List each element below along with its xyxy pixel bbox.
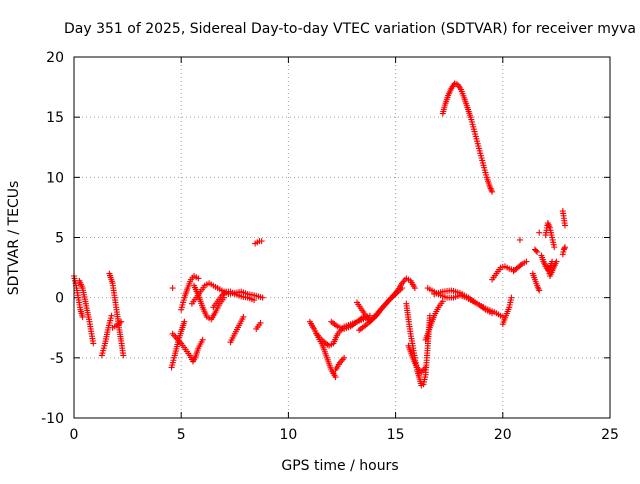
series-arc-3 bbox=[98, 312, 115, 359]
data-point bbox=[240, 313, 247, 320]
series-arc-26 bbox=[431, 287, 506, 320]
x-tick-label: 0 bbox=[70, 427, 79, 443]
series-arc-4 bbox=[106, 270, 127, 359]
x-tick-label: 15 bbox=[387, 427, 405, 443]
series-arc-38 bbox=[559, 208, 568, 229]
x-tick-label: 5 bbox=[177, 427, 186, 443]
y-tick-label: 20 bbox=[46, 50, 64, 66]
data-point bbox=[551, 244, 558, 251]
data-point bbox=[169, 285, 176, 292]
series-arc-39 bbox=[559, 244, 568, 258]
series-arc-8 bbox=[169, 330, 206, 365]
plot-frame bbox=[73, 56, 611, 419]
grid bbox=[74, 57, 610, 418]
series-arc-16 bbox=[306, 318, 339, 381]
data-point bbox=[422, 364, 429, 371]
series-arc-37 bbox=[544, 258, 560, 280]
data-point bbox=[199, 336, 206, 343]
series-arc-17 bbox=[332, 354, 348, 373]
data-point bbox=[411, 285, 418, 292]
data-point bbox=[508, 294, 515, 301]
data-point bbox=[439, 298, 446, 305]
data-point bbox=[90, 340, 97, 347]
data-point bbox=[259, 294, 266, 301]
series-arc-22 bbox=[403, 300, 433, 389]
x-axis-label: GPS time / hours bbox=[281, 458, 398, 474]
data-point bbox=[332, 374, 339, 381]
tick-labels: 0 5 10 15 20 25 -10 -5 0 5 10 15 20 bbox=[41, 50, 619, 443]
y-tick-label: 15 bbox=[46, 110, 64, 126]
series-arc-5 bbox=[109, 318, 125, 331]
data-point bbox=[116, 319, 123, 326]
y-tick-label: -10 bbox=[41, 411, 64, 427]
data-point bbox=[258, 238, 265, 245]
data-point bbox=[561, 222, 568, 229]
data-point bbox=[399, 285, 406, 292]
data-point bbox=[534, 248, 541, 255]
data-point bbox=[489, 188, 496, 195]
data-point bbox=[533, 247, 540, 254]
series-arc-32 bbox=[529, 270, 543, 294]
series-arc-19 bbox=[328, 313, 367, 332]
y-tick-label: 5 bbox=[55, 231, 64, 247]
data-points bbox=[71, 80, 568, 389]
data-point bbox=[536, 287, 543, 294]
y-tick-label: -5 bbox=[50, 351, 64, 367]
data-point bbox=[181, 318, 188, 325]
x-tick-label: 20 bbox=[494, 427, 512, 443]
series-arc-34 bbox=[536, 229, 543, 236]
data-point bbox=[523, 258, 530, 265]
data-point bbox=[341, 354, 348, 361]
x-tick-label: 25 bbox=[601, 427, 619, 443]
data-point bbox=[517, 262, 524, 269]
data-point bbox=[79, 313, 86, 320]
data-point bbox=[561, 244, 568, 251]
series-arc-24 bbox=[422, 298, 446, 343]
series-arc-12 bbox=[210, 288, 258, 311]
series-arc-9 bbox=[178, 273, 202, 313]
data-point bbox=[108, 312, 115, 319]
series-arc-23 bbox=[405, 342, 429, 376]
chart-title: Day 351 of 2025, Sidereal Day-to-day VTE… bbox=[64, 21, 636, 37]
series-arc-27 bbox=[439, 80, 496, 195]
data-point bbox=[536, 229, 543, 236]
data-point bbox=[516, 236, 523, 243]
data-point bbox=[118, 318, 125, 325]
series-arc-2 bbox=[76, 277, 97, 347]
series-arc-21 bbox=[354, 285, 406, 325]
data-point bbox=[195, 275, 202, 282]
data-point bbox=[553, 258, 560, 265]
data-point bbox=[251, 297, 258, 304]
x-tick-label: 10 bbox=[279, 427, 297, 443]
y-tick-label: 0 bbox=[55, 291, 64, 307]
series-arc-6 bbox=[169, 285, 176, 292]
series-arc-15 bbox=[252, 238, 265, 247]
series-arc-28 bbox=[489, 263, 517, 283]
series-arc-30 bbox=[510, 258, 530, 275]
y-tick-label: 10 bbox=[46, 170, 64, 186]
y-axis-label: SDTVAR / TECUs bbox=[6, 181, 22, 296]
series-arc-31 bbox=[516, 236, 523, 243]
data-point bbox=[257, 319, 264, 326]
data-point bbox=[120, 352, 127, 359]
series-arc-29 bbox=[499, 294, 515, 328]
data-point bbox=[221, 289, 228, 296]
series-arc-36 bbox=[542, 220, 558, 251]
series-arc-33 bbox=[531, 246, 541, 255]
series-arc-13 bbox=[227, 313, 247, 346]
series-arc-14 bbox=[253, 319, 264, 332]
